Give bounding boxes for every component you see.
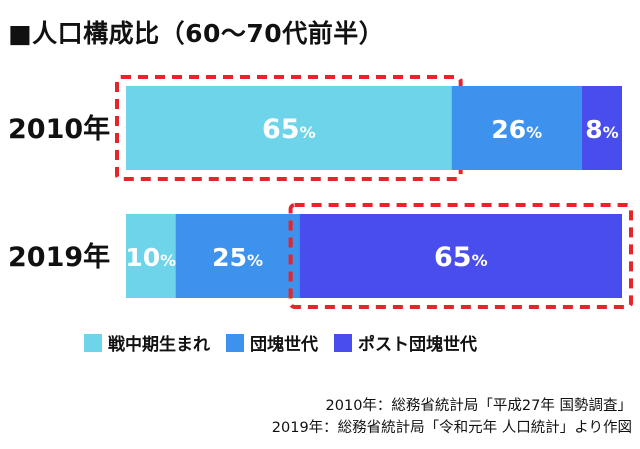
legend-item-1: 団塊世代 — [226, 330, 318, 355]
chart-legend: 戦中期生まれ 団塊世代 ポスト団塊世代 — [84, 330, 493, 355]
bar-segment-0-0 — [126, 86, 452, 170]
bar-value-label-0-0: 65% — [262, 114, 316, 145]
bar-segment-1-2 — [299, 214, 622, 298]
legend-swatch-2 — [334, 333, 352, 352]
bar-value-label-0-2: 8% — [585, 115, 618, 144]
stacked-bar-chart: 2010年 65% 26% 8% 2019年 10% 25% 65% — [8, 75, 633, 309]
category-label-1: 2019年 — [8, 241, 110, 273]
category-label-0: 2010年 — [8, 113, 110, 145]
bar-value-label-1-0: 10% — [125, 243, 176, 272]
bar-segment-1-0 — [126, 214, 176, 298]
legend-swatch-1 — [226, 333, 244, 352]
legend-label-2: ポスト団塊世代 — [358, 335, 477, 355]
chart-title: ■人口構成比（60〜70代前半） — [8, 19, 385, 48]
highlight-box-1 — [288, 203, 633, 309]
legend-label-1: 団塊世代 — [250, 335, 318, 355]
source-line-2019: 2019年：総務省統計局「令和元年 人口統計」より作図 — [271, 420, 632, 436]
source-note: 2010年：総務省統計局「平成27年 国勢調査」 2019年：総務省統計局「令和… — [272, 395, 632, 439]
bar-value-label-1-1: 25% — [212, 243, 263, 272]
legend-swatch-0 — [84, 333, 102, 352]
source-line-2010: 2010年：総務省統計局「平成27年 国勢調査」 — [325, 398, 632, 414]
bar-segment-0-1 — [451, 86, 582, 170]
legend-item-2: ポスト団塊世代 — [334, 330, 477, 355]
bar-value-label-1-2: 65% — [434, 242, 488, 273]
bar-segment-1-1 — [175, 214, 300, 298]
bar-value-label-0-1: 26% — [491, 115, 542, 144]
legend-item-0: 戦中期生まれ — [84, 330, 210, 355]
legend-label-0: 戦中期生まれ — [108, 335, 210, 355]
bar-segment-0-2 — [581, 86, 622, 170]
